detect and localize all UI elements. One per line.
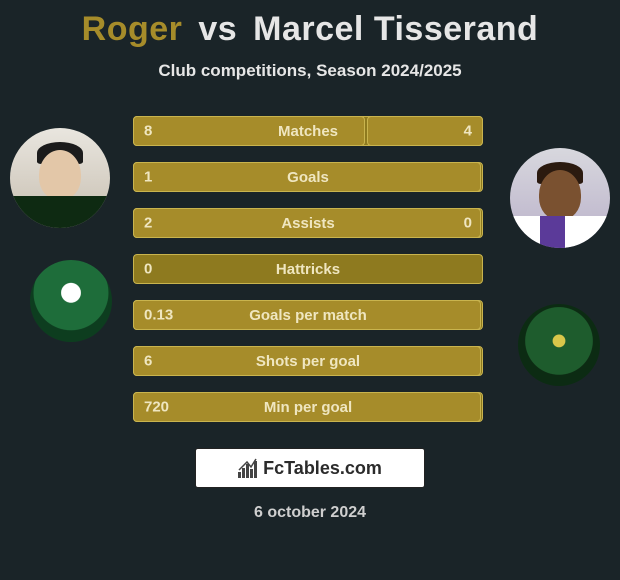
stat-value-left: 720	[144, 399, 169, 416]
stat-label: Matches	[278, 123, 338, 140]
brand-card: FcTables.com	[195, 448, 425, 488]
stat-value-left: 8	[144, 123, 152, 140]
stat-label: Assists	[281, 215, 334, 232]
stat-row: 2 Assists 0	[133, 208, 483, 238]
stat-row: 8 Matches 4	[133, 116, 483, 146]
stat-row: 1 Goals	[133, 162, 483, 192]
stat-value-left: 1	[144, 169, 152, 186]
player1-name: Roger	[82, 10, 183, 48]
stat-label: Hattricks	[276, 261, 340, 278]
stat-value-right: 0	[464, 215, 472, 232]
stat-value-left: 2	[144, 215, 152, 232]
player2-name: Marcel Tisserand	[253, 10, 538, 48]
fctables-logo-icon	[238, 458, 258, 478]
player1-club-badge	[30, 260, 112, 342]
stat-value-left: 0.13	[144, 307, 173, 324]
stat-label: Shots per goal	[256, 353, 360, 370]
comparison-title: Roger vs Marcel Tisserand	[0, 0, 620, 49]
vs-separator: vs	[198, 10, 237, 48]
comparison-subtitle: Club competitions, Season 2024/2025	[0, 61, 620, 81]
stat-row: 6 Shots per goal	[133, 346, 483, 376]
stats-container: 8 Matches 4 1 Goals 2 Assists 0 0 Hattricks 0.13 Go…	[133, 116, 483, 438]
stat-value-right: 4	[464, 123, 472, 140]
stat-row: 0.13 Goals per match	[133, 300, 483, 330]
stat-row: 0 Hattricks	[133, 254, 483, 284]
player1-avatar	[10, 128, 110, 228]
player2-avatar	[510, 148, 610, 248]
stat-row: 720 Min per goal	[133, 392, 483, 422]
player2-club-badge	[518, 304, 600, 386]
stat-value-left: 0	[144, 261, 152, 278]
comparison-date: 6 october 2024	[0, 504, 620, 522]
stat-value-left: 6	[144, 353, 152, 370]
brand-text: FcTables.com	[263, 458, 382, 479]
stat-label: Min per goal	[264, 399, 352, 416]
stat-label: Goals per match	[249, 307, 367, 324]
stat-label: Goals	[287, 169, 329, 186]
